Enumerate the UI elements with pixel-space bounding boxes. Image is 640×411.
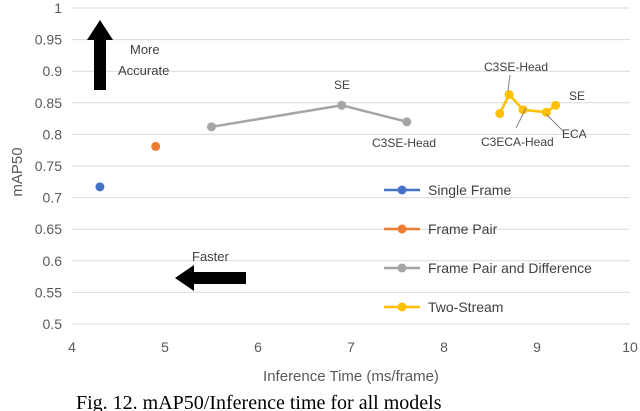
leader-c3eca-head: [515, 107, 527, 129]
y-tick-label: 0.55: [35, 284, 62, 300]
y-tick-label: 0.9: [43, 63, 63, 79]
y-tick-label: 0.75: [35, 158, 62, 174]
y-tick-label: 0.85: [35, 95, 62, 111]
figure-caption: Fig. 12. mAP50/Inference time for all mo…: [76, 392, 442, 411]
gridlines: [72, 7, 630, 325]
more-accurate-arrow-icon: [87, 20, 113, 90]
y-tick-label: 0.65: [35, 221, 62, 237]
label-se-yellow: SE: [569, 89, 585, 103]
y-tick-label: 0.95: [35, 32, 62, 48]
leader-eca: [545, 113, 564, 132]
label-c3eca-head: C3ECA-Head: [481, 135, 554, 149]
data-point: [95, 182, 105, 192]
data-point: [402, 117, 412, 127]
y-tick-label: 0.6: [43, 253, 63, 269]
x-axis-title: Inference Time (ms/frame): [263, 368, 439, 385]
x-tick-label: 7: [347, 339, 355, 355]
data-point: [207, 122, 216, 132]
more-accurate-label-line2: Accurate: [118, 63, 169, 78]
legend-marker: [397, 302, 407, 312]
legend-label: Frame Pair: [428, 221, 498, 237]
data-point: [337, 100, 347, 110]
label-c3se-head-yellow: C3SE-Head: [484, 60, 548, 74]
leader-c3se-head: [507, 74, 511, 92]
legend-entry: Frame Pair: [384, 221, 498, 237]
legend-label: Single Frame: [428, 182, 511, 198]
legend-entry: Single Frame: [384, 182, 511, 198]
more-accurate-label-line1: More: [130, 42, 160, 57]
data-point: [518, 105, 528, 115]
legend-label: Frame Pair and Difference: [428, 260, 592, 276]
series-2: [207, 100, 412, 132]
y-tick-label: 0.5: [43, 316, 63, 332]
faster-label: Faster: [192, 249, 230, 264]
x-tick-labels: 4 5 6 7 8 9 10: [68, 339, 638, 355]
faster-arrow-icon: [175, 265, 246, 291]
legend-marker: [397, 263, 407, 273]
series-0: [95, 182, 105, 192]
x-tick-label: 9: [533, 339, 541, 355]
legend-label: Two-Stream: [428, 299, 503, 315]
label-c3se-head-gray: C3SE-Head: [372, 136, 436, 150]
x-tick-label: 5: [161, 339, 169, 355]
legend-marker: [397, 224, 407, 234]
y-axis-title: mAP50: [9, 147, 26, 196]
series-3: [495, 90, 561, 119]
data-point: [495, 109, 505, 119]
x-tick-label: 4: [68, 339, 76, 355]
leader-lines: [507, 74, 564, 132]
label-se-gray: SE: [334, 78, 350, 92]
legend-entry: Frame Pair and Difference: [384, 260, 592, 276]
data-point: [551, 100, 561, 110]
x-tick-label: 6: [254, 339, 262, 355]
legend-entry: Two-Stream: [384, 299, 503, 315]
data-point: [504, 90, 514, 100]
y-tick-label: 0.7: [43, 190, 63, 206]
x-tick-label: 8: [440, 339, 448, 355]
data-point: [541, 107, 551, 117]
series-line: [211, 104, 408, 129]
legend-marker: [397, 185, 407, 195]
x-tick-label: 10: [622, 339, 638, 355]
y-tick-label: 1: [54, 0, 62, 16]
y-tick-labels: 0.5 0.55 0.6 0.65 0.7 0.75 0.8 0.85 0.9 0.95 1: [35, 0, 62, 332]
series-layer: [95, 90, 561, 192]
y-tick-label: 0.8: [43, 126, 63, 142]
data-point: [151, 141, 161, 151]
legend: Single Frame Frame Pair Frame Pair and Dif…: [384, 182, 592, 315]
series-1: [151, 141, 161, 151]
label-eca: ECA: [562, 127, 587, 141]
